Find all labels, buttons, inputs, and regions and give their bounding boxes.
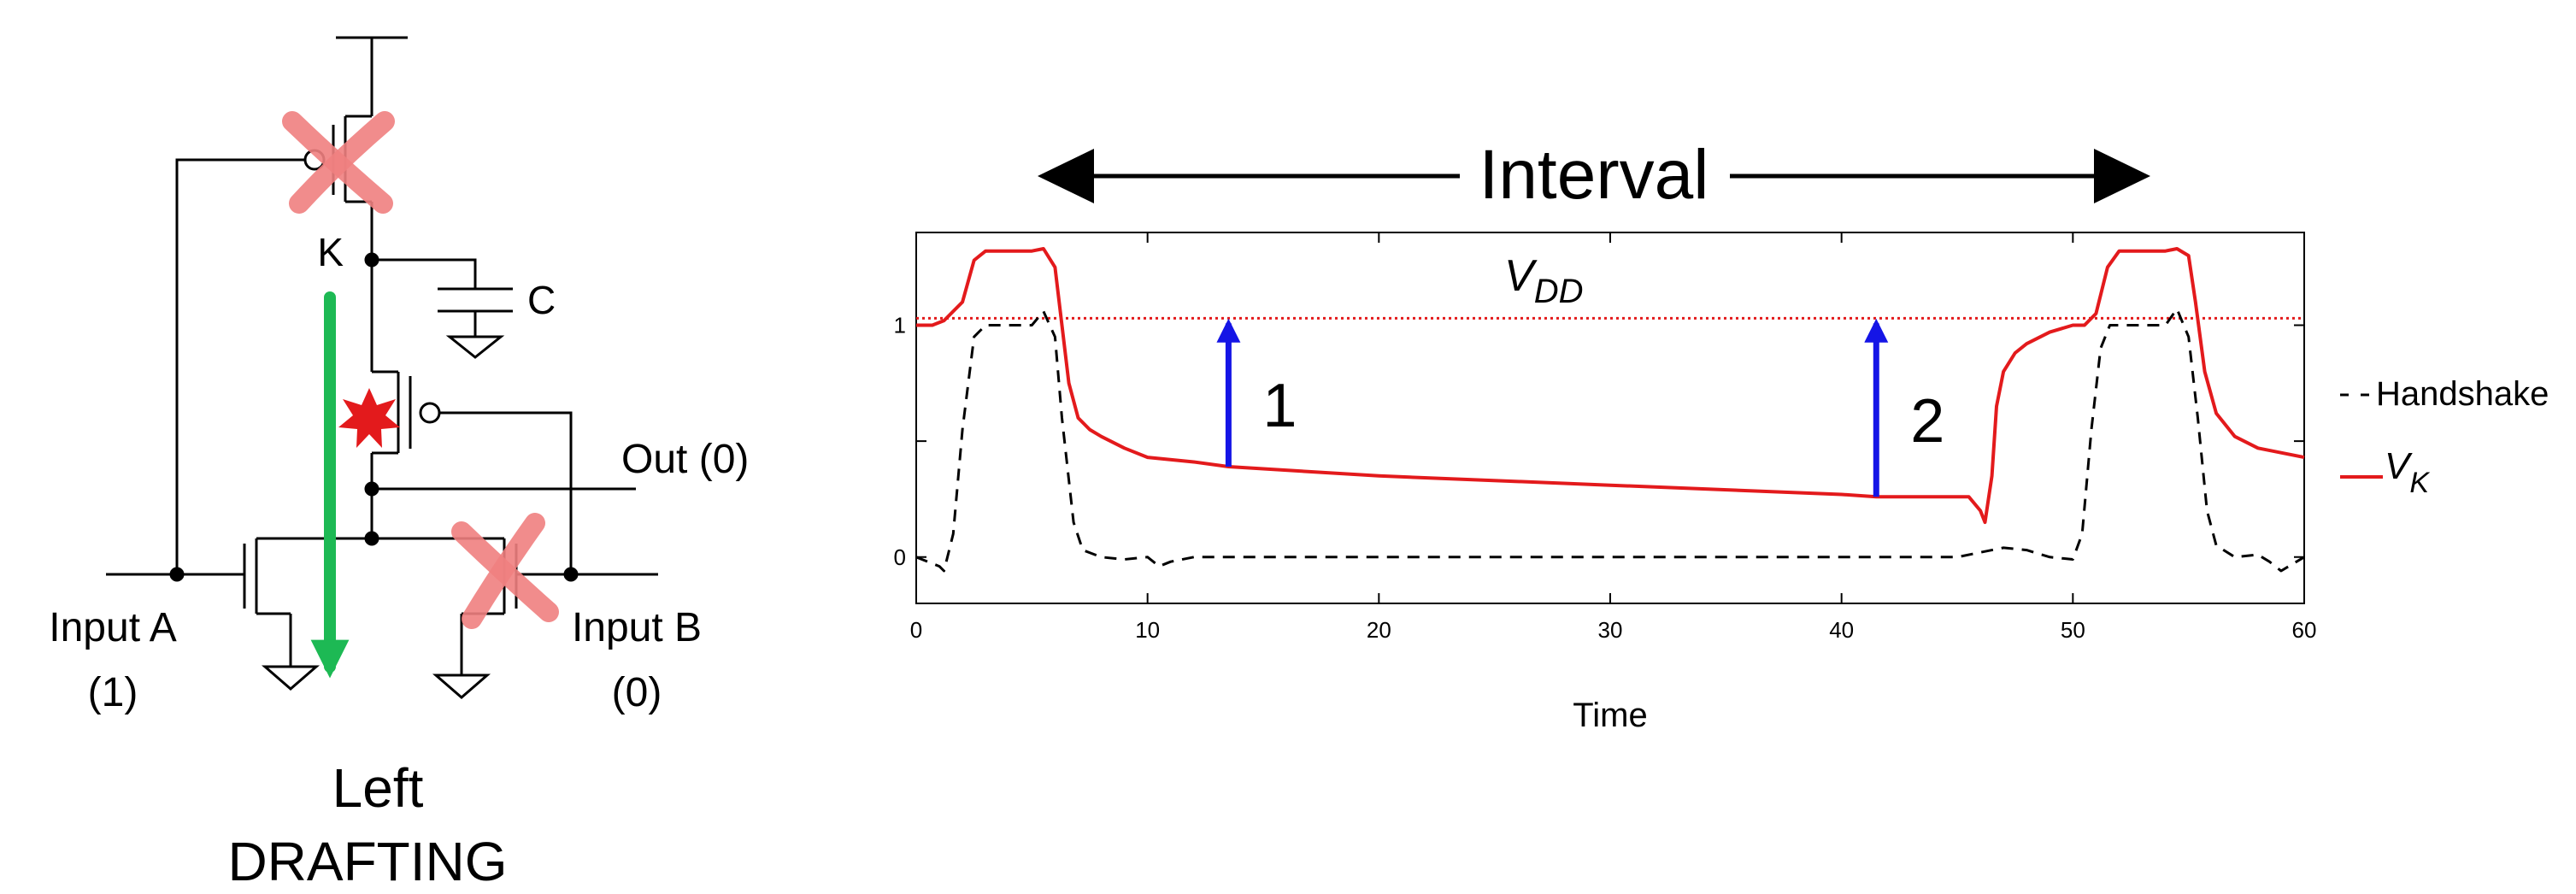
interval-arrow-left-head [1038, 149, 1094, 203]
caption-line-2: DRAFTING [227, 831, 507, 892]
legend-item-vk: VK [2340, 445, 2430, 499]
x-tick-label: 20 [1367, 617, 1391, 643]
x-tick-label: 60 [2292, 617, 2317, 643]
y-tick-label: 1 [894, 313, 906, 338]
input-b-label: Input B [572, 605, 702, 650]
input-a-to-pmos-gate [175, 158, 305, 574]
input-b-dot [563, 567, 579, 582]
input-a-label: Input A [49, 605, 176, 650]
interval-label: Interval [1479, 136, 1709, 214]
caption-line-1: Left [332, 757, 424, 819]
input-a-dot [169, 567, 185, 582]
output-label: Out (0) [621, 437, 749, 482]
cross-mark-bottom [462, 513, 545, 629]
legend-item-handshake: Handshake [2340, 375, 2549, 413]
legend: Handshake VK [2340, 375, 2549, 499]
series-handshake-line [915, 308, 2305, 573]
x-axis-label: Time [1573, 697, 1647, 734]
x-tick-label: 10 [1135, 617, 1160, 643]
input-b-value: (0) [612, 670, 662, 715]
annotation-label-1: 1 [1262, 372, 1297, 440]
interval-arrow: Interval [1038, 136, 2150, 214]
plot-frame [915, 232, 2305, 604]
capacitor-label: C [527, 278, 556, 322]
x-tick-label: 50 [2061, 617, 2085, 643]
node-k-label: K [317, 230, 344, 274]
x-tick-label: 30 [1598, 617, 1623, 643]
input-a-value: (1) [88, 670, 138, 715]
disabled-cross-marks [282, 111, 559, 629]
cross-mark-top [289, 111, 395, 214]
annotation-label-2: 2 [1910, 387, 1944, 456]
x-tick-label: 0 [910, 617, 922, 643]
interval-arrow-right-head [2094, 149, 2150, 203]
vdd-label: VDD [1504, 251, 1583, 310]
leakage-star-icon [338, 388, 400, 448]
legend-label-handshake: Handshake [2376, 375, 2549, 413]
x-tick-label: 40 [1829, 617, 1854, 643]
legend-label-vk: VK [2385, 445, 2430, 499]
capacitor-c [372, 258, 513, 359]
y-tick-label: 0 [894, 544, 906, 570]
series-vk-line [916, 247, 2305, 525]
